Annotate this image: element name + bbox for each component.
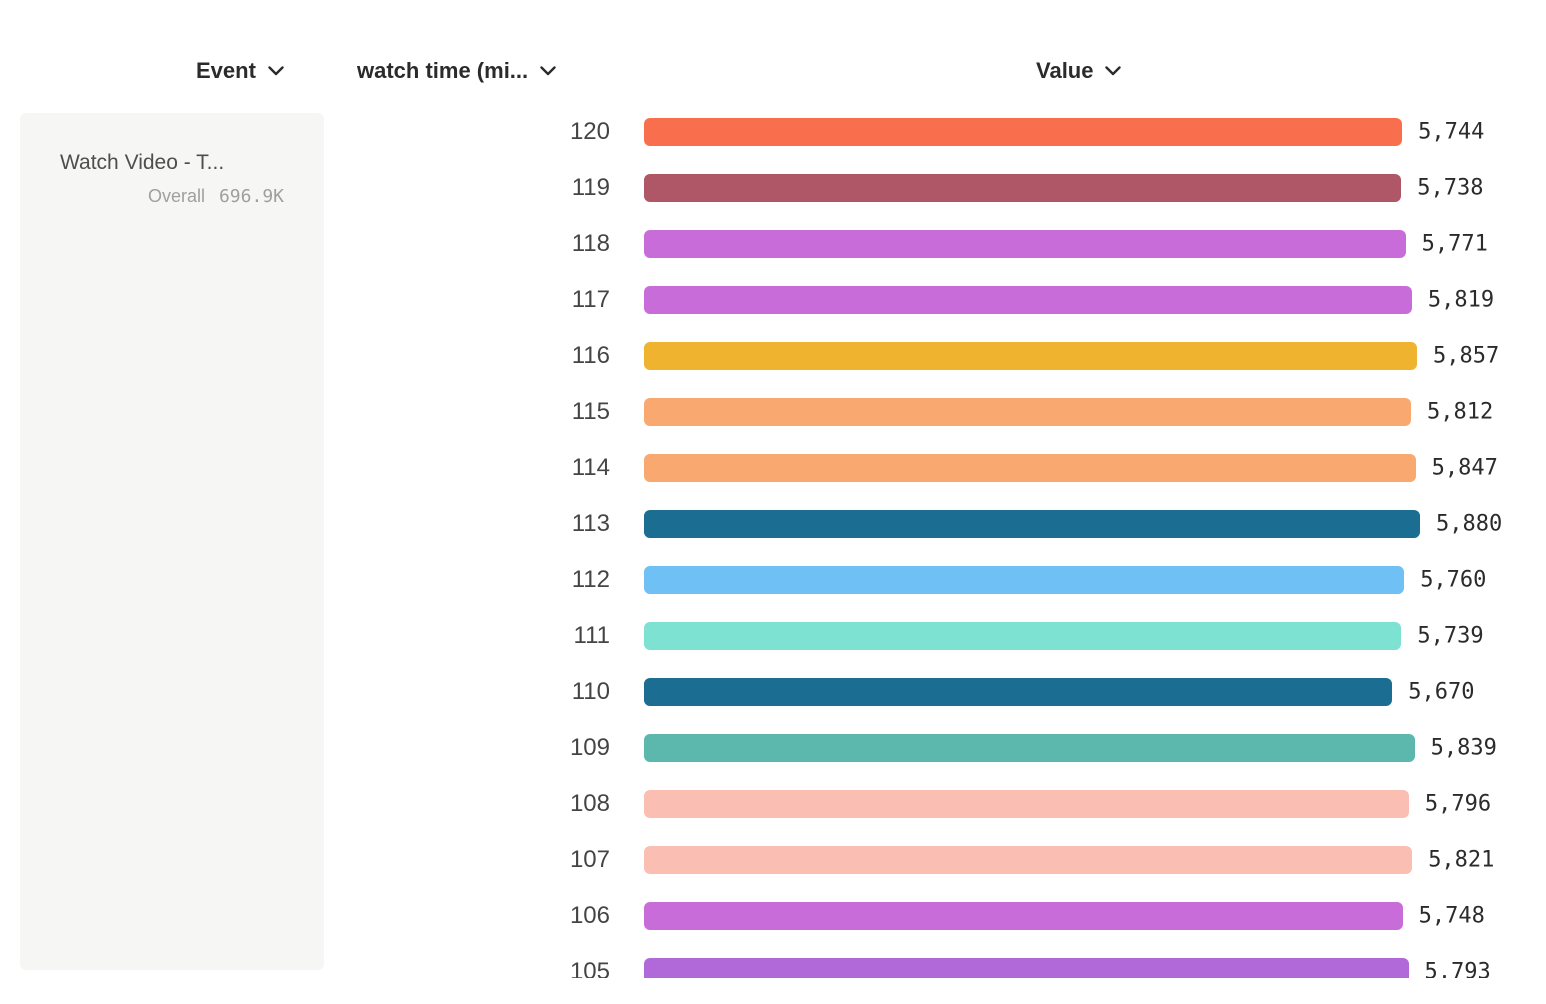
bar-track: 5,744: [644, 118, 1546, 146]
bar-row: 110 5,670: [0, 664, 1546, 720]
bar-row: 113 5,880: [0, 496, 1546, 552]
bar-row: 114 5,847: [0, 440, 1546, 496]
bar[interactable]: [644, 958, 1409, 978]
bar-track: 5,796: [644, 790, 1546, 818]
column-header-watch-time[interactable]: watch time (mi...: [357, 58, 556, 84]
bar-value-label: 5,760: [1420, 567, 1487, 593]
bar-chart: 120 5,744 119 5,738 118 5,771 117 5,819 116 5,857…: [0, 104, 1546, 978]
event-card[interactable]: Watch Video - T... Overall 696.9K: [20, 113, 324, 970]
bar-row: 105 5,793: [0, 944, 1546, 978]
bar-row: 109 5,839: [0, 720, 1546, 776]
bar-category-label: 114: [571, 454, 610, 481]
bar-value-label: 5,739: [1417, 623, 1484, 649]
bar-value-label: 5,670: [1408, 679, 1475, 705]
event-title: Watch Video - T...: [60, 151, 225, 174]
column-header-row: Event watch time (mi... Value: [0, 58, 1546, 92]
bar-category-label: 109: [569, 734, 610, 761]
bar-value-label: 5,738: [1417, 175, 1484, 201]
bar-category-label: 118: [571, 230, 610, 257]
bar-category-label: 116: [571, 342, 610, 369]
bar-track: 5,812: [644, 398, 1546, 426]
bar-value-label: 5,821: [1428, 847, 1495, 873]
bar-row: 108 5,796: [0, 776, 1546, 832]
bar-value-label: 5,839: [1430, 735, 1497, 761]
bar[interactable]: [644, 454, 1416, 482]
bar[interactable]: [644, 678, 1393, 706]
chevron-down-icon: [1105, 66, 1122, 76]
bar-row: 116 5,857: [0, 328, 1546, 384]
bar-row: 115 5,812: [0, 384, 1546, 440]
bar[interactable]: [644, 622, 1402, 650]
chevron-down-icon: [268, 66, 284, 76]
bar[interactable]: [644, 902, 1403, 930]
bar[interactable]: [644, 342, 1417, 370]
bar-category-label: 111: [573, 622, 610, 649]
bar[interactable]: [644, 846, 1413, 874]
bar-category-label: 105: [569, 958, 610, 978]
bar-track: 5,738: [644, 174, 1546, 202]
overall-label: Overall: [147, 186, 205, 207]
bar-track: 5,839: [644, 734, 1546, 762]
bar-category-label: 113: [571, 510, 610, 537]
bar-track: 5,819: [644, 286, 1546, 314]
bar[interactable]: [644, 230, 1406, 258]
bar-value-label: 5,857: [1433, 343, 1500, 369]
bar-track: 5,670: [644, 678, 1546, 706]
event-overall-row: Overall 696.9K: [60, 186, 284, 207]
bar-row: 107 5,821: [0, 832, 1546, 888]
bar-value-label: 5,847: [1431, 455, 1498, 481]
bar-category-label: 115: [571, 398, 610, 425]
bar-category-label: 106: [569, 902, 610, 929]
bar-track: 5,748: [644, 902, 1546, 930]
column-header-value[interactable]: Value: [1036, 58, 1122, 84]
bar-track: 5,760: [644, 566, 1546, 594]
bar-track: 5,739: [644, 622, 1546, 650]
bar-track: 5,771: [644, 230, 1546, 258]
bar-value-label: 5,812: [1427, 399, 1494, 425]
bar[interactable]: [644, 398, 1411, 426]
bar-row: 120 5,744: [0, 104, 1546, 160]
bar-category-label: 112: [571, 566, 610, 593]
bar-category-label: 117: [571, 286, 610, 313]
bar-track: 5,793: [644, 958, 1546, 978]
bar[interactable]: [644, 566, 1405, 594]
bar-value-label: 5,880: [1436, 511, 1503, 537]
bar-track: 5,857: [644, 342, 1546, 370]
column-header-event-label: Event: [196, 58, 256, 83]
bar-row: 117 5,819: [0, 272, 1546, 328]
bar-value-label: 5,819: [1427, 287, 1495, 313]
bar-track: 5,847: [644, 454, 1546, 482]
bar[interactable]: [644, 174, 1402, 202]
bar-category-label: 108: [569, 790, 610, 817]
bar-category-label: 110: [571, 678, 610, 705]
bar-category-label: 120: [569, 118, 610, 145]
chevron-down-icon: [540, 66, 556, 76]
bar[interactable]: [644, 118, 1403, 146]
bar[interactable]: [644, 286, 1412, 314]
overall-value: 696.9K: [218, 186, 284, 208]
bar-category-label: 119: [571, 174, 610, 201]
bar[interactable]: [644, 790, 1409, 818]
bar-value-label: 5,748: [1418, 903, 1485, 929]
bar-value-label: 5,744: [1418, 119, 1485, 145]
bar-row: 106 5,748: [0, 888, 1546, 944]
bar[interactable]: [644, 734, 1415, 762]
bar-track: 5,880: [644, 510, 1546, 538]
column-header-value-label: Value: [1036, 58, 1094, 83]
bar-value-label: 5,796: [1424, 791, 1492, 817]
bar-track: 5,821: [644, 846, 1546, 874]
bar-row: 118 5,771: [0, 216, 1546, 272]
column-header-watch-time-label: watch time (mi...: [357, 58, 529, 83]
column-header-event[interactable]: Event: [196, 58, 284, 84]
bar-row: 112 5,760: [0, 552, 1546, 608]
bar-value-label: 5,771: [1421, 231, 1488, 257]
bar-row: 119 5,738: [0, 160, 1546, 216]
bar-category-label: 107: [569, 846, 610, 873]
bar[interactable]: [644, 510, 1420, 538]
bar-row: 111 5,739: [0, 608, 1546, 664]
bar-value-label: 5,793: [1424, 959, 1491, 979]
